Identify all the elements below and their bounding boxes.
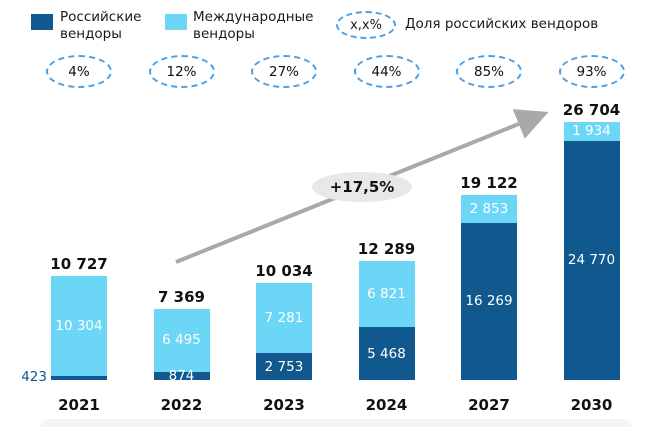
- bar-total-label-2027: 19 122: [460, 174, 518, 193]
- share-ellipse-2030: 93%: [558, 55, 625, 88]
- x-axis-label-2027: 2027: [468, 396, 510, 414]
- share-ellipse-2021: 4%: [46, 55, 112, 88]
- bar-segment-international-2021: [51, 276, 107, 376]
- bar-segment-russian-2027: [461, 222, 517, 380]
- bar-value-international-2023: 7 281: [264, 310, 304, 327]
- bar-total-label-2030: 26 704: [562, 100, 621, 119]
- bar-segment-international-2027: [461, 195, 517, 223]
- bar-segment-russian-2023: [256, 353, 312, 380]
- bar-segment-russian-2024: [358, 327, 415, 380]
- bar-value-russian-2030: 24 770: [567, 252, 616, 269]
- x-axis-label-2030: 2030: [570, 396, 613, 414]
- legend-label-international-vendors: Международные вендоры: [193, 9, 314, 42]
- bar-segment-russian-2022: [153, 371, 210, 380]
- bar-total-label-2024: 12 289: [357, 240, 416, 259]
- bar-value-russian-2022: 874: [168, 367, 195, 384]
- footer-band: [40, 419, 632, 427]
- bar-value-international-2024: 6 821: [367, 286, 406, 303]
- legend-label-russian-vendors: Российские вендоры: [60, 9, 142, 42]
- legend-label-russian-share: Доля российских вендоров: [405, 16, 599, 32]
- legend-share-symbol: x,x%: [350, 17, 382, 33]
- bar-value-russian-2024: 5 468: [367, 345, 406, 362]
- bar-total-label-2023: 10 034: [255, 262, 313, 281]
- bar-segment-international-2023: [256, 283, 312, 354]
- bar-value-russian-2023: 2 753: [264, 358, 304, 375]
- share-ellipse-2027: 85%: [456, 55, 522, 88]
- x-axis-label-2022: 2022: [160, 396, 203, 414]
- bar-total-label-2021: 10 727: [50, 255, 108, 274]
- x-axis-label-2021: 2021: [58, 396, 100, 414]
- bar-value-international-2030: 1 934: [572, 123, 611, 140]
- bar-segment-international-2024: [358, 261, 415, 328]
- legend-swatch-international-vendors: [165, 14, 187, 30]
- share-ellipse-2023: 27%: [251, 55, 317, 88]
- bar-value-international-2021: 10 304: [55, 318, 103, 335]
- bar-total-label-2022: 7 369: [158, 287, 205, 306]
- bar-value-international-2027: 2 853: [469, 201, 509, 218]
- bar-value-russian-2021: 423: [21, 368, 47, 385]
- bar-segment-international-2030: [563, 121, 620, 141]
- bar-segment-russian-2030: [563, 140, 620, 380]
- share-ellipse-2024: 44%: [353, 55, 420, 88]
- legend-swatch-russian-vendors: [31, 14, 53, 30]
- x-axis-label-2024: 2024: [365, 396, 408, 414]
- x-axis-label-2023: 2023: [263, 396, 305, 414]
- legend-share-ellipse-icon: x,x%: [336, 11, 396, 39]
- growth-annotation: +17,5%: [312, 172, 412, 202]
- bar-value-russian-2027: 16 269: [465, 293, 513, 310]
- bar-segment-russian-2021: [51, 375, 107, 380]
- share-ellipse-2022: 12%: [148, 55, 215, 88]
- bar-segment-international-2022: [153, 308, 210, 372]
- bar-value-international-2022: 6 495: [162, 332, 201, 349]
